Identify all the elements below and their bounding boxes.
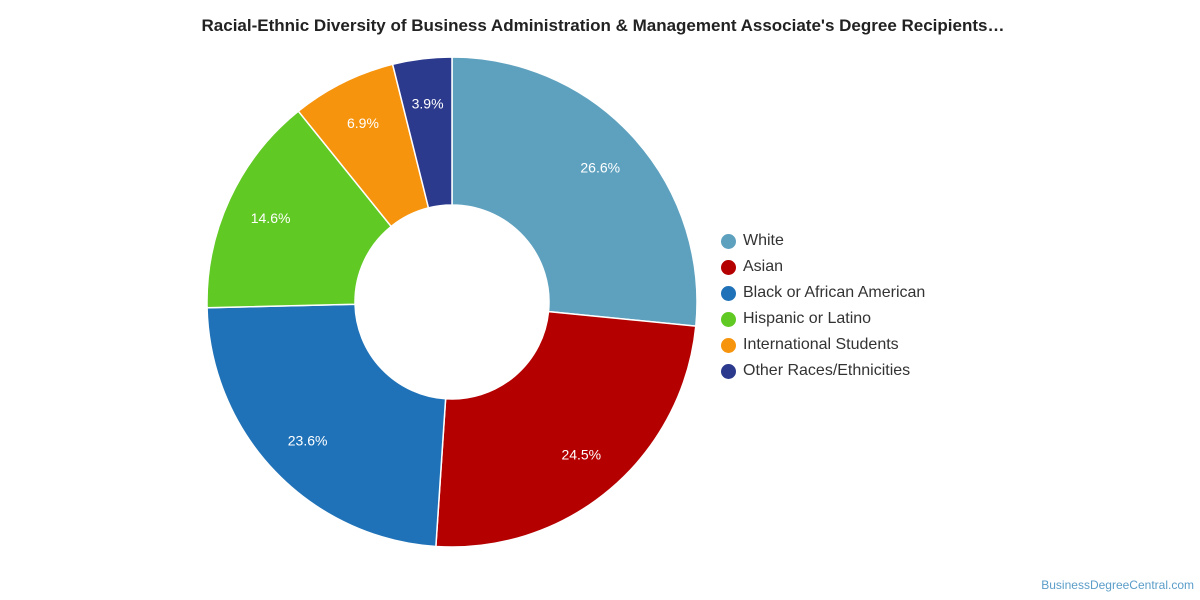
legend-item[interactable]: Asian	[721, 254, 925, 280]
slice-asian[interactable]	[435, 310, 697, 548]
slice-value-label: 23.6%	[288, 432, 328, 448]
slice-value-label: 14.6%	[251, 210, 291, 226]
legend-item[interactable]: Black or African American	[721, 280, 925, 306]
legend-swatch	[721, 363, 736, 379]
legend-item[interactable]: Other Races/Ethnicities	[721, 358, 925, 384]
slice-value-label: 24.5%	[561, 447, 601, 463]
chart-legend: White Asian Black or African American Hispa…	[721, 228, 925, 384]
legend-label: Asian	[743, 258, 784, 275]
legend-swatch	[721, 285, 736, 301]
slice-value-label: 26.6%	[580, 160, 620, 176]
legend-swatch	[721, 233, 736, 249]
source-watermark[interactable]: BusinessDegreeCentral.com	[1041, 578, 1194, 592]
slice-other-races-ethnicities[interactable]	[391, 56, 453, 209]
legend-item[interactable]: Hispanic or Latino	[721, 306, 925, 332]
legend-swatch	[721, 311, 736, 327]
legend-label: White	[743, 232, 784, 249]
legend-swatch	[721, 259, 736, 275]
legend-label: Other Races/Ethnicities	[743, 362, 911, 379]
slice-white[interactable]	[451, 56, 698, 328]
slice-hispanic-or-latino[interactable]	[206, 110, 393, 309]
legend-swatch	[721, 337, 736, 353]
slice-black-or-african-american[interactable]	[206, 303, 447, 548]
slice-value-label: 3.9%	[412, 95, 444, 111]
slice-value-label: 6.9%	[347, 115, 379, 131]
legend-item[interactable]: International Students	[721, 332, 925, 358]
chart-title: Racial-Ethnic Diversity of Business Admi…	[201, 16, 1005, 35]
legend-label: Hispanic or Latino	[743, 310, 872, 327]
legend-label: Black or African American	[743, 284, 926, 301]
legend-label: International Students	[743, 336, 899, 353]
legend-item[interactable]: White	[721, 228, 925, 254]
